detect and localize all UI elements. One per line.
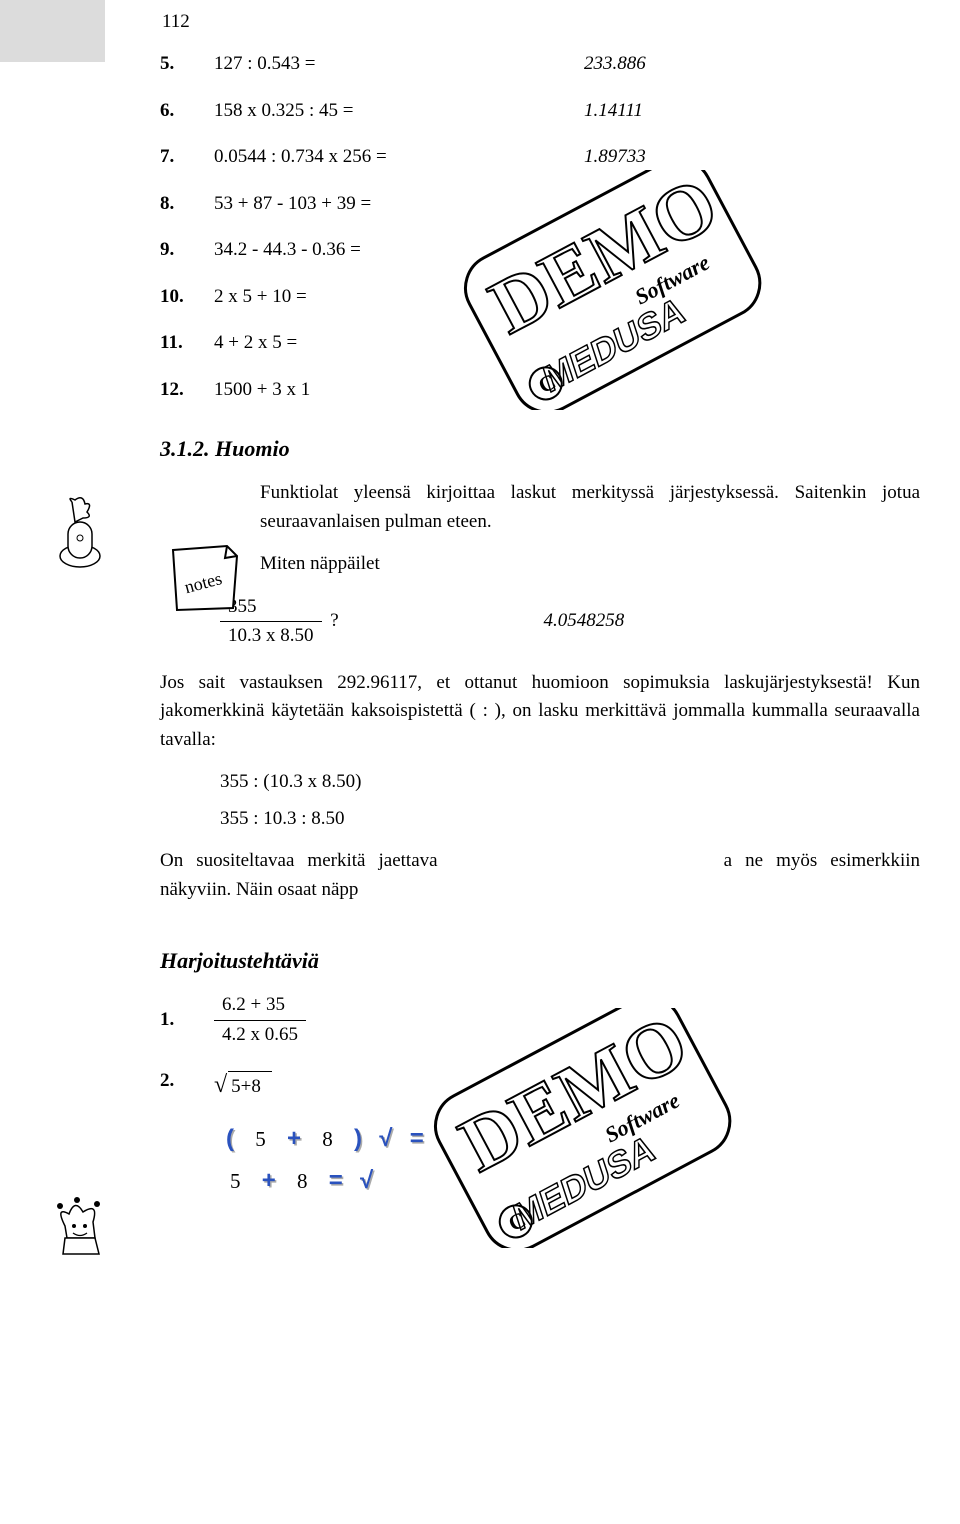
ex-num: 10. [160, 283, 214, 312]
key-plain: 8 [322, 1127, 333, 1151]
page-content: 112 5. 127 : 0.543 = 233.886 6. 158 x 0.… [0, 0, 960, 1225]
paragraph: Funktiolat yleensä kirjoittaa laskut mer… [260, 479, 920, 536]
exercise-list-top: 5. 127 : 0.543 = 233.886 6. 158 x 0.325 … [160, 50, 920, 404]
ex-num: 12. [160, 376, 214, 405]
exercise-row: 9. 34.2 - 44.3 - 0.36 = [160, 236, 920, 265]
ex-num: 9. [160, 236, 214, 265]
exercise-row: 7. 0.0544 : 0.734 x 256 = 1.89733 [160, 143, 920, 172]
ex-ans: 1.14111 [584, 97, 643, 126]
calc-expr: 355 : 10.3 : 8.50 [220, 805, 920, 834]
ex-expr: 53 + 87 - 103 + 39 = [214, 190, 584, 219]
ex-expr: 4 + 2 x 5 = [214, 329, 584, 358]
finger-reminder-icon [55, 494, 105, 569]
sqrt-content: 5+8 [227, 1076, 265, 1097]
key-sequence-row: 5 + 8 = √ 6.324555 [220, 1163, 920, 1199]
exercise-row: 12. 1500 + 3 x 1 [160, 376, 920, 405]
ex-num: 8. [160, 190, 214, 219]
ex-num: 6. [160, 97, 214, 126]
ex-num: 11. [160, 329, 214, 358]
ex-num: 5. [160, 50, 214, 79]
margin-gray-box [0, 0, 105, 62]
ex-expr: 2 x 5 + 10 = [214, 283, 584, 312]
svg-text:C: C [504, 1207, 530, 1237]
key-result: 6.324555 [484, 1169, 563, 1193]
key-sequence-row: ( 5 + 8 ) √ = 6.324555 [220, 1121, 920, 1157]
fraction: 6.2 + 35 4.2 x 0.65 [214, 991, 306, 1049]
calc-key: + [256, 1163, 282, 1199]
frac-q: ? [330, 610, 338, 631]
calc-key: ) [348, 1121, 368, 1157]
calc-key: + [281, 1121, 307, 1157]
ex-num: 7. [160, 143, 214, 172]
ex-num: 2. [160, 1067, 214, 1103]
ex-ans: 233.886 [584, 50, 646, 79]
ex-ans: 1.89733 [584, 143, 646, 172]
exercise-row: 6. 158 x 0.325 : 45 = 1.14111 [160, 97, 920, 126]
miten-text: Miten näppäilet [260, 550, 920, 579]
exercise-row: 2. √5+8 [160, 1067, 920, 1103]
ex-expr: 34.2 - 44.3 - 0.36 = [214, 236, 584, 265]
exercise-row: 1. 6.2 + 35 4.2 x 0.65 [160, 991, 920, 1049]
fraction-row: 355 10.3 x 8.50 ? 4.0548258 [220, 593, 920, 651]
exercise-row: 11. 4 + 2 x 5 = [160, 329, 920, 358]
para-text: Funktiola [260, 482, 333, 503]
calc-key: ( [220, 1121, 240, 1157]
notes-icon: notes [165, 538, 245, 618]
exercise-row: 5. 127 : 0.543 = 233.886 [160, 50, 920, 79]
frac-den: 4.2 x 0.65 [214, 1021, 306, 1050]
para-text: t yleensä kirjoittaa laskut merkityssä j… [333, 482, 814, 503]
ex-expr: 0.0544 : 0.734 x 256 = [214, 143, 584, 172]
key-plain: 5 [230, 1169, 241, 1193]
para-block: Funktiolat yleensä kirjoittaa laskut mer… [260, 479, 920, 579]
key-plain: 8 [297, 1169, 308, 1193]
frac-num: 6.2 + 35 [214, 991, 306, 1021]
sqrt-expression: √5+8 [214, 1067, 265, 1103]
calc-key: = [404, 1121, 430, 1157]
key-result: 6.324555 [449, 1127, 528, 1151]
para-text: On suositeltavaa merkitä jaettava [160, 850, 438, 871]
frac-ans: 4.0548258 [543, 610, 624, 631]
calc-key: √ [354, 1163, 379, 1199]
exercise-row: 8. 53 + 87 - 103 + 39 = [160, 190, 920, 219]
calc-expr: 355 : (10.3 x 8.50) [220, 768, 920, 797]
calc-key: √ [373, 1121, 398, 1157]
ex-expr: 158 x 0.325 : 45 = [214, 97, 584, 126]
page-number: 112 [162, 8, 190, 37]
harj-heading: Harjoitustehtäviä [160, 944, 920, 977]
key-plain: 5 [255, 1127, 266, 1151]
frac-den: 10.3 x 8.50 [220, 622, 322, 651]
jester-icon [55, 1196, 110, 1261]
paragraph: On suositeltavaa merkitä jaettava a ne m… [160, 847, 920, 904]
section-heading: 3.1.2. Huomio [160, 432, 920, 465]
ex-num: 1. [160, 1006, 214, 1035]
ex-expr: 1500 + 3 x 1 [214, 376, 584, 405]
paragraph: Jos sait vastauksen 292.96117, et ottanu… [160, 669, 920, 755]
calc-key: = [323, 1163, 349, 1199]
ex-expr: 127 : 0.543 = [214, 50, 584, 79]
exercise-row: 10. 2 x 5 + 10 = [160, 283, 920, 312]
